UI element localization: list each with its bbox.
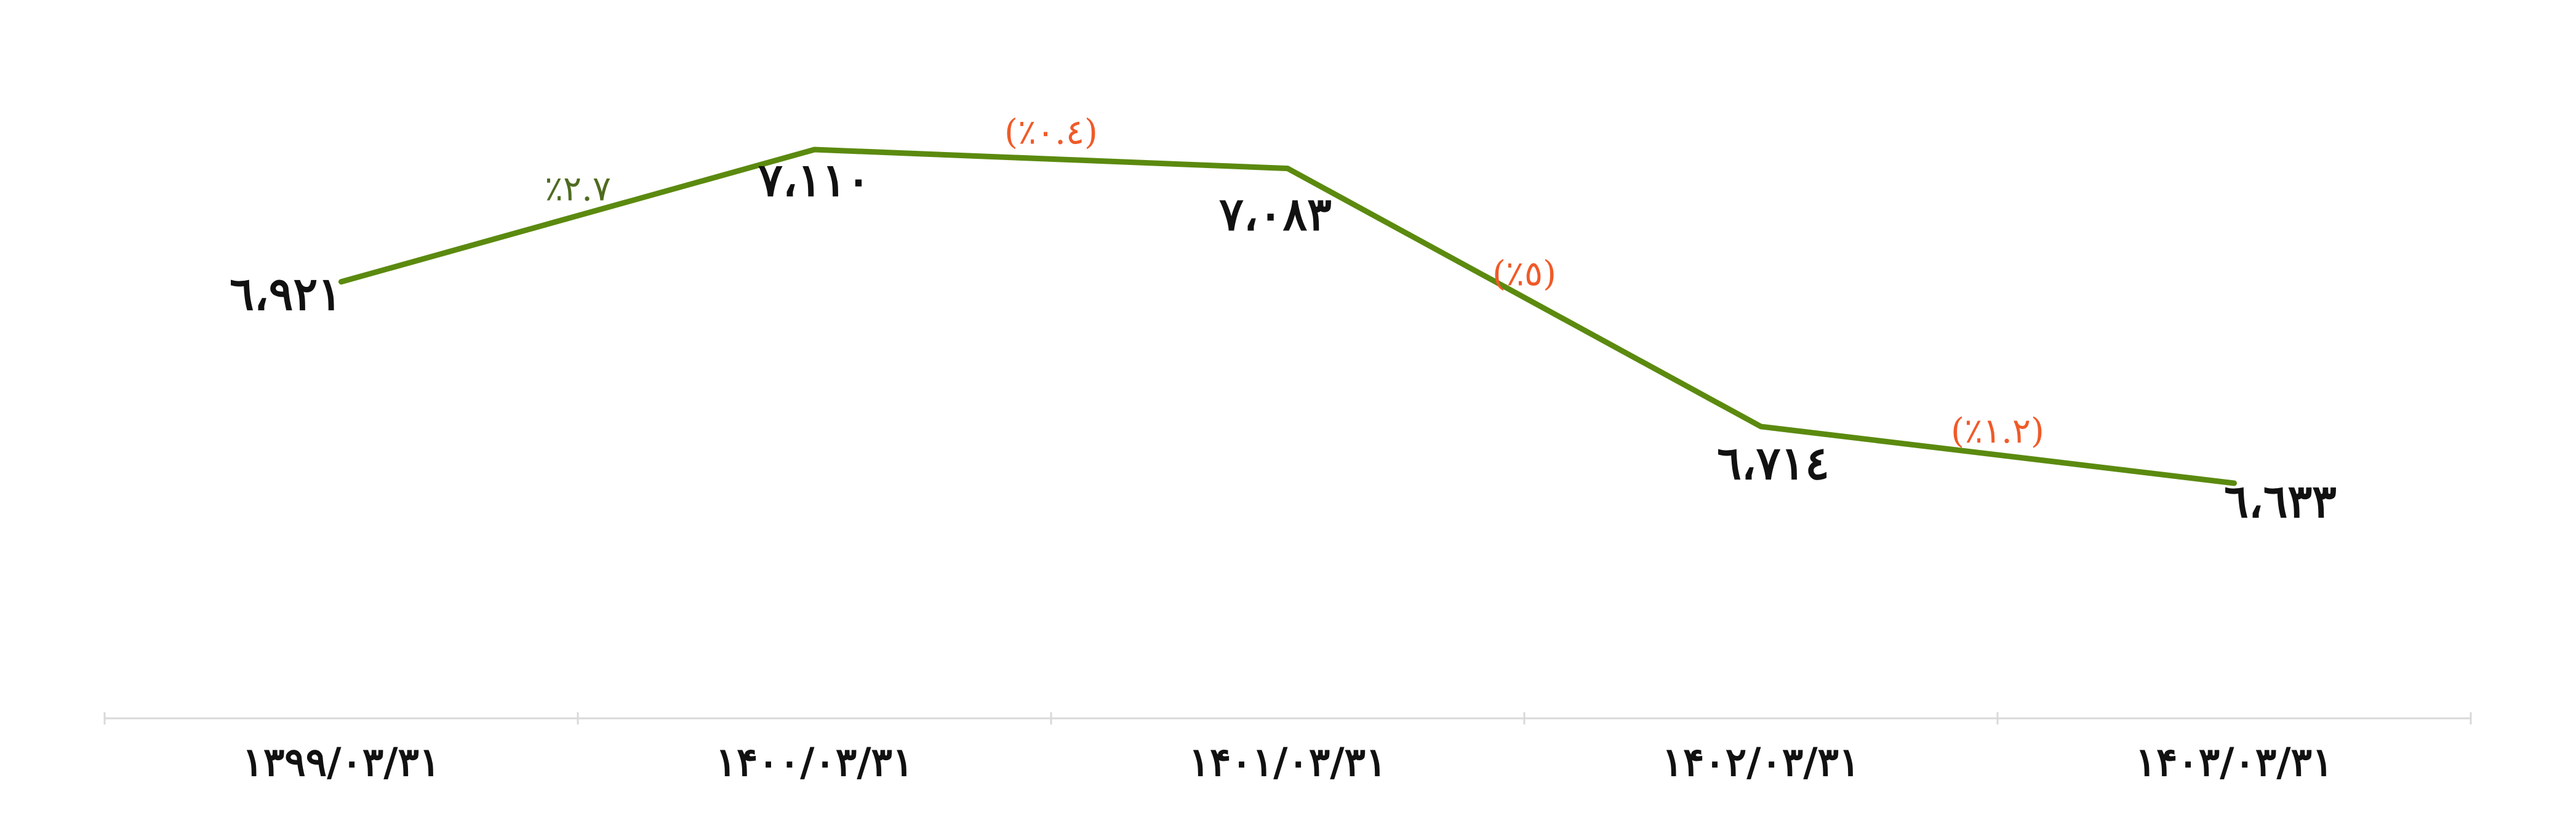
x-tick-label: ۱۴۰۰/۰۳/۳۱ [716, 739, 914, 785]
x-tick-label: ۱۴۰۲/۰۳/۳۱ [1662, 739, 1860, 785]
x-axis-tick-labels: ۱۳۹۹/۰۳/۳۱ ۱۴۰۰/۰۳/۳۱ ۱۴۰۱/۰۳/۳۱ ۱۴۰۲/۰۳/۳۱… [242, 739, 2334, 785]
data-point [1287, 167, 1289, 169]
series-group [338, 147, 2237, 486]
data-label: ٧،١١٠ [758, 154, 871, 207]
change-labels: ٪۲.۷ (٪۰.٤) (٪٥) (٪۱.۲) [545, 112, 2044, 451]
data-label: ٧،٠٨٣ [1219, 188, 1332, 241]
data-point [814, 149, 815, 150]
data-point [340, 281, 342, 283]
data-labels: ٦،٩٢١ ٧،١١٠ ٧،٠٨٣ ٦،٧١٤ ٦،٦٣٣ [230, 154, 2337, 528]
x-tick-label: ۱۴۰۱/۰۳/۳۱ [1189, 739, 1387, 785]
x-tick-label: ۱۳۹۹/۰۳/۳۱ [242, 739, 441, 785]
data-point [1760, 425, 1762, 427]
data-label: ٦،٧١٤ [1717, 437, 1830, 490]
x-axis [103, 712, 2472, 725]
change-label: (٪٥) [1492, 254, 1556, 294]
data-label: ٦،٩٢١ [230, 268, 342, 321]
change-label: (٪۱.۲) [1951, 411, 2044, 451]
data-label: ٦،٦٣٣ [2224, 475, 2337, 528]
change-label: ٪۲.۷ [545, 169, 611, 209]
x-tick-label: ۱۴۰۳/۰۳/۳۱ [2135, 739, 2334, 785]
change-label: (٪۰.٤) [1004, 112, 1098, 152]
data-point [2233, 483, 2235, 484]
